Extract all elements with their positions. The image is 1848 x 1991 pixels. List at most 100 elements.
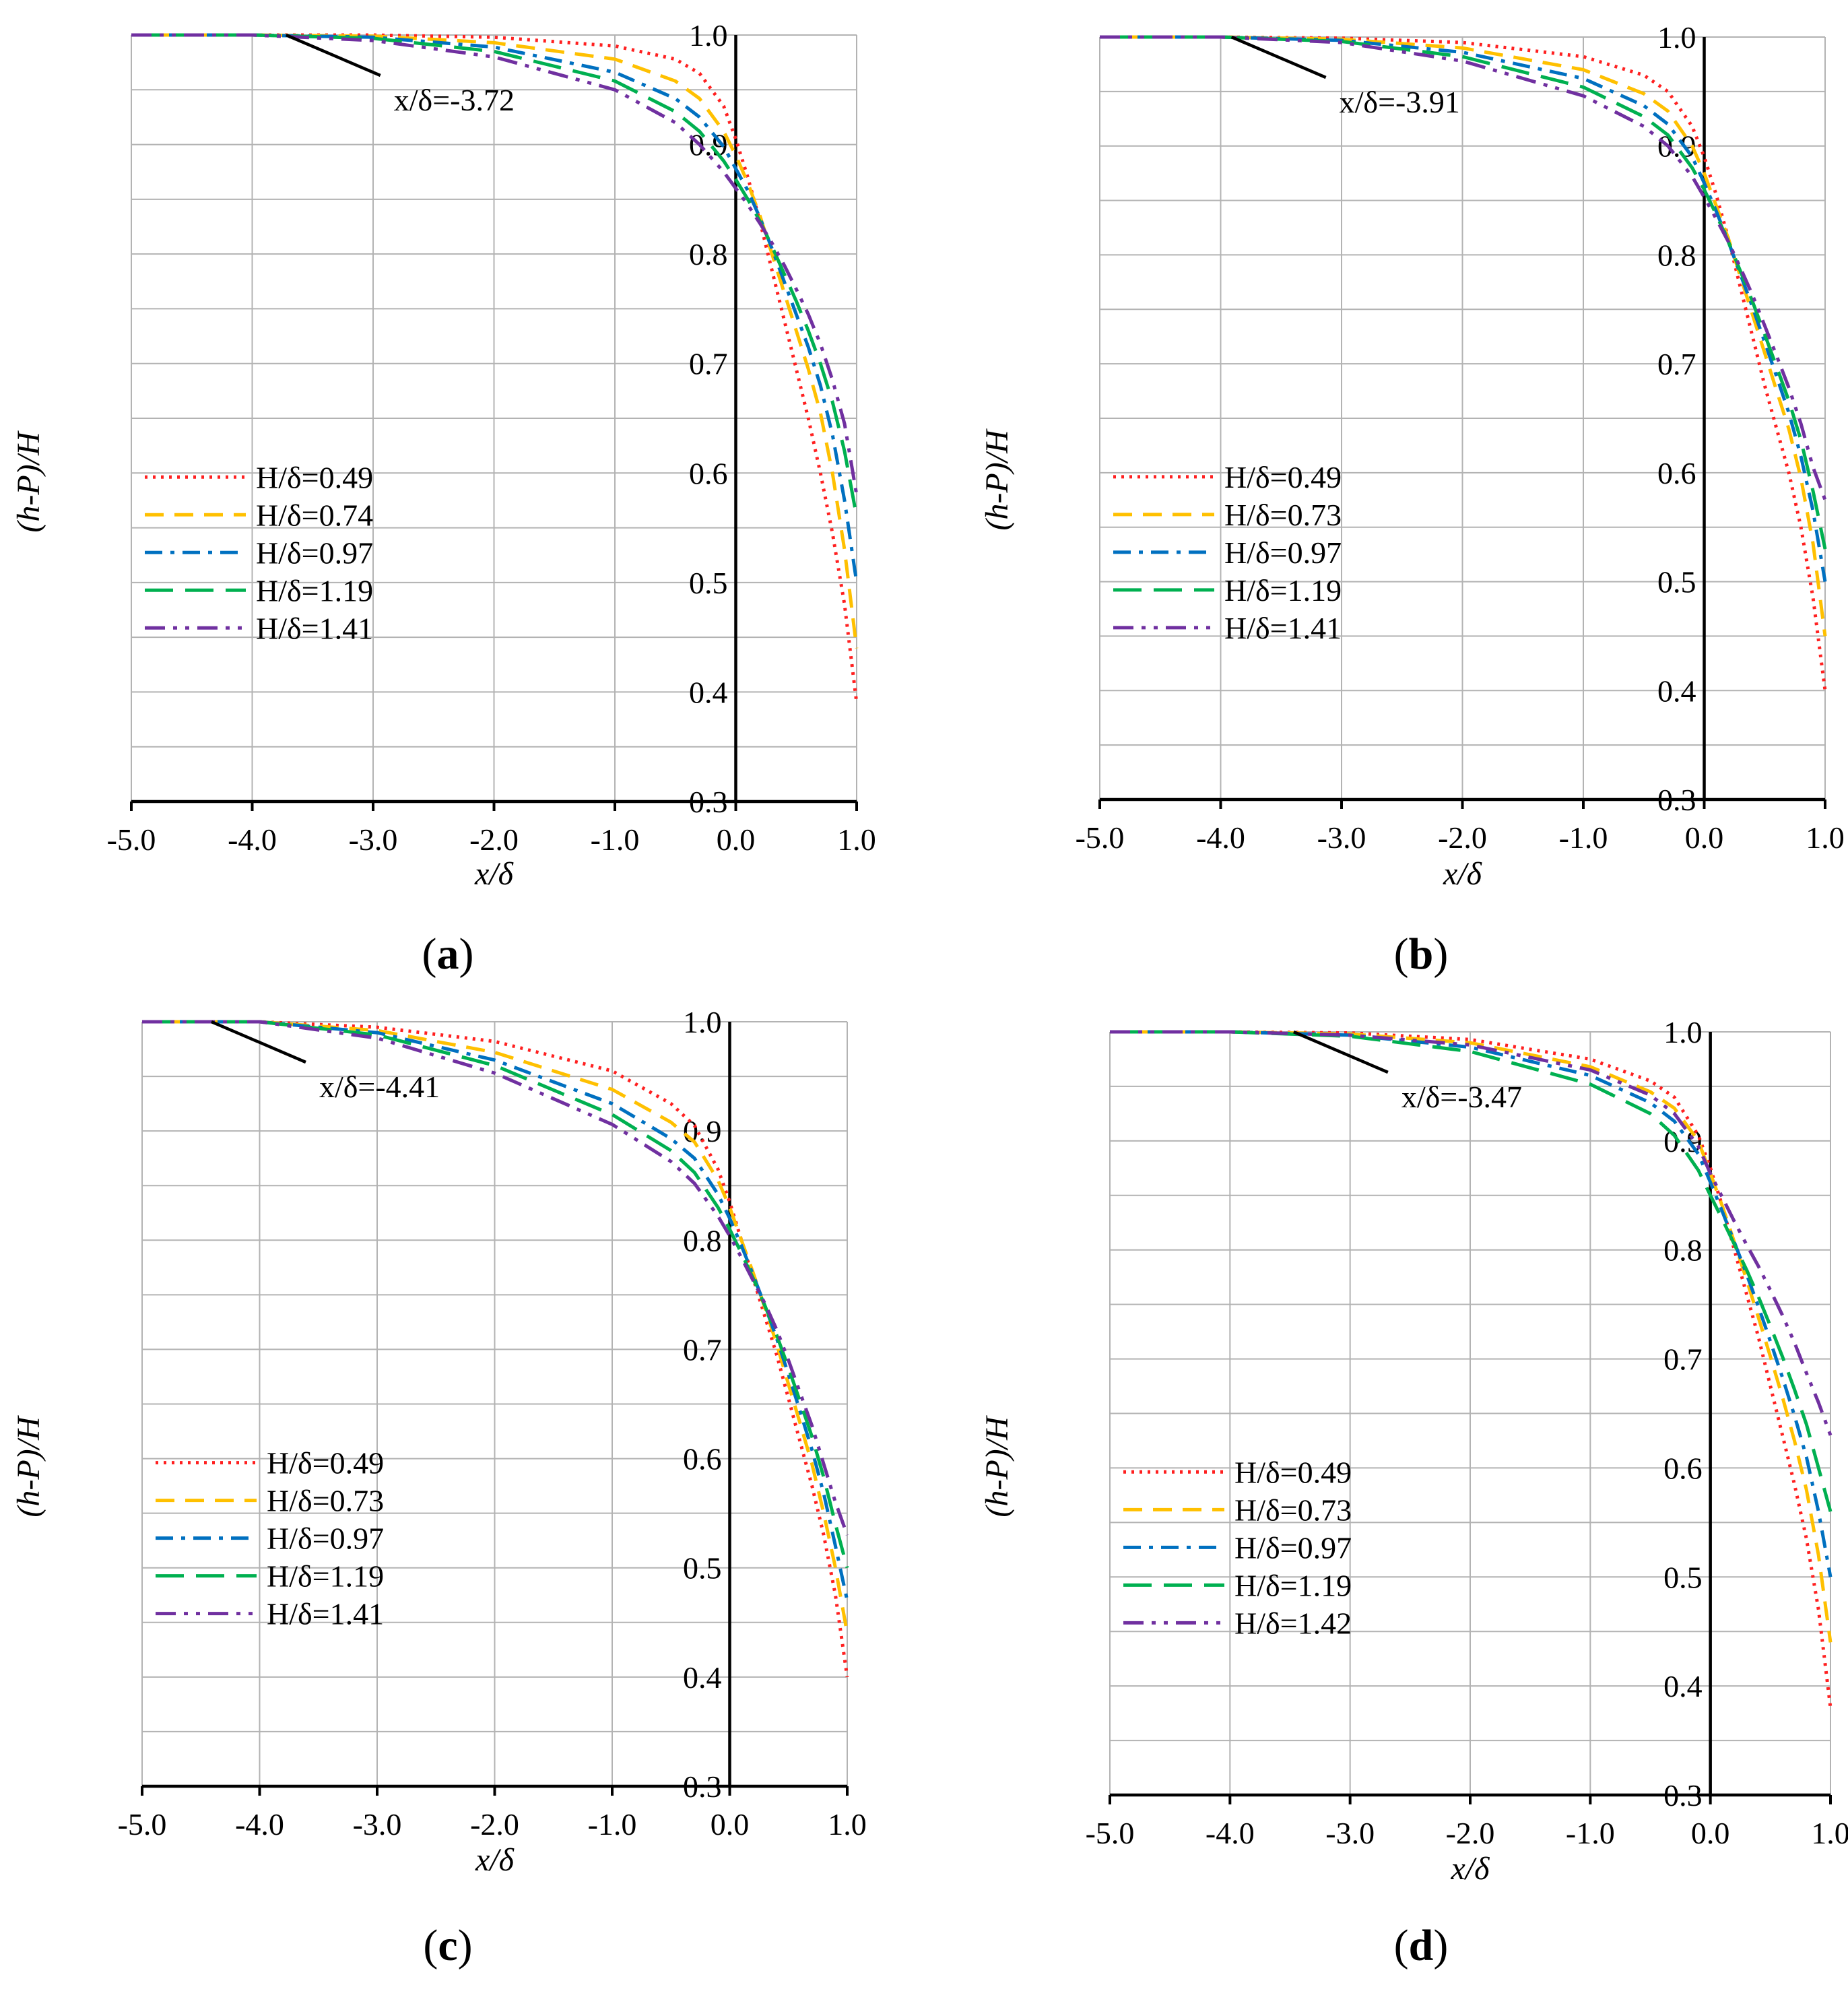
- x-tick-label: -3.0: [1317, 820, 1366, 855]
- x-tick-label: -2.0: [470, 1807, 519, 1841]
- x-tick-label: 0.0: [1691, 1816, 1730, 1850]
- panel-label: (d): [1394, 1921, 1449, 1970]
- x-tick-label: -4.0: [235, 1807, 284, 1841]
- legend-label: H/δ=1.19: [267, 1559, 384, 1594]
- series-line-4: [131, 33, 859, 517]
- series-line-2: [1110, 1030, 1833, 1643]
- legend-label: H/δ=0.73: [267, 1484, 384, 1518]
- series-line-4: [142, 1020, 849, 1569]
- y-tick-label: 0.3: [683, 1769, 722, 1804]
- x-tick-label: 1.0: [828, 1807, 867, 1841]
- y-tick-label: 0.6: [683, 1442, 722, 1476]
- series-line-3: [131, 33, 859, 583]
- x-axis-label: x/δ: [474, 856, 514, 892]
- legend-label: H/δ=0.97: [1234, 1530, 1352, 1565]
- annotation-label: x/δ=-3.91: [1340, 85, 1460, 119]
- x-tick-label: 0.0: [711, 1807, 750, 1841]
- legend-label: H/δ=0.49: [1234, 1455, 1352, 1489]
- y-axis-label: (h-P)/H: [979, 428, 1015, 531]
- annotation-leader-line: [211, 1020, 306, 1064]
- chart-panel-d: -5.0 -4.0 -3.0 -2.0 -1.0 0.0 1.01.00.90.80.70.…: [979, 1015, 1848, 1970]
- chart-panel-c: -5.0 -4.0 -3.0 -2.0 -1.0 0.0 1.0 1.0 0.9 0.8 0.7 0.…: [11, 1005, 867, 1970]
- series-line-5: [1100, 35, 1827, 501]
- y-tick-label: 0.4: [683, 1660, 722, 1695]
- x-axis-label: x/δ: [475, 1842, 515, 1878]
- x-axis-label: x/δ: [1451, 1851, 1490, 1887]
- x-tick-label: 1.0: [837, 822, 876, 857]
- x-tick-label: 0.0: [717, 822, 756, 857]
- x-tick-label: -3.0: [349, 822, 398, 857]
- legend-label: H/δ=1.41: [256, 611, 373, 645]
- legend-label: H/δ=1.42: [1234, 1606, 1352, 1640]
- legend-label: H/δ=0.49: [267, 1446, 384, 1480]
- series-line-2: [131, 33, 859, 649]
- y-tick-label: 0.3: [1657, 783, 1696, 817]
- y-tick-label: 0.9: [683, 1114, 722, 1148]
- y-tick-label: 1.0: [689, 18, 728, 53]
- x-tick-label: -4.0: [1196, 820, 1245, 855]
- x-tick-label: 1.0: [1806, 820, 1845, 855]
- legend-label: H/δ=0.49: [256, 460, 373, 494]
- y-tick-label: 1.0: [1663, 1015, 1703, 1049]
- x-tick-label: -5.0: [1086, 1816, 1135, 1850]
- annotation-leader-line: [1230, 35, 1327, 79]
- x-tick-label: -3.0: [353, 1807, 402, 1841]
- y-tick-label: 0.7: [1657, 347, 1696, 381]
- annotation-label: x/δ=-3.72: [394, 83, 515, 117]
- series-line-3: [1110, 1030, 1833, 1577]
- series-line-2: [142, 1020, 849, 1634]
- y-axis-label: (h-P)/H: [979, 1415, 1015, 1517]
- series-line-1: [131, 33, 859, 704]
- series-line-4: [1100, 35, 1827, 550]
- annotation-label: x/δ=-3.47: [1401, 1080, 1522, 1114]
- legend-label: H/δ=0.73: [1234, 1493, 1352, 1527]
- legend-label: H/δ=0.74: [256, 498, 373, 532]
- annotation-leader-line: [285, 33, 381, 77]
- x-tick-label: -3.0: [1325, 1816, 1375, 1850]
- x-axis-label: x/δ: [1443, 856, 1482, 892]
- y-tick-label: 0.3: [1663, 1778, 1703, 1813]
- x-tick-label: -5.0: [118, 1807, 167, 1841]
- series-line-1: [142, 1020, 849, 1678]
- chart-panel-a: -5.0 -4.0 -3.0 -2.0 -1.0 0.0 1.01.00.90.80.70.…: [11, 18, 876, 979]
- y-tick-label: 0.8: [1657, 238, 1696, 272]
- x-tick-label: -5.0: [107, 822, 156, 857]
- y-tick-label: 0.3: [689, 785, 728, 819]
- chart-panel-b: -5.0 -4.0 -3.0 -2.0 -1.0 0.0 1.0 1.0 0.9 0.8 0.7 0.…: [979, 20, 1845, 979]
- x-tick-label: -2.0: [1438, 820, 1487, 855]
- series-line-3: [1100, 35, 1827, 583]
- series-line-2: [1100, 35, 1827, 637]
- y-tick-label: 0.5: [1657, 565, 1696, 599]
- legend-label: H/δ=1.19: [256, 573, 373, 608]
- series-line-5: [142, 1020, 849, 1536]
- x-tick-label: -1.0: [591, 822, 640, 857]
- panel-label: (c): [423, 1921, 472, 1970]
- x-tick-label: -2.0: [1446, 1816, 1495, 1850]
- legend-label: H/δ=0.97: [1224, 535, 1342, 570]
- legend-label: H/δ=0.97: [267, 1522, 384, 1556]
- series-line-1: [1100, 35, 1827, 691]
- series-line-4: [1110, 1030, 1833, 1512]
- x-tick-label: -1.0: [588, 1807, 637, 1841]
- y-tick-label: 1.0: [683, 1005, 722, 1039]
- y-tick-label: 0.6: [1663, 1451, 1703, 1485]
- legend-label: H/δ=0.49: [1224, 460, 1342, 494]
- legend-label: H/δ=0.97: [256, 535, 373, 570]
- annotation-leader-line: [1292, 1030, 1389, 1074]
- panel-label: (a): [422, 929, 474, 979]
- y-tick-label: 0.7: [689, 347, 728, 381]
- series-line-3: [142, 1020, 849, 1601]
- y-tick-label: 1.0: [1657, 20, 1696, 55]
- panel-label: (b): [1394, 929, 1449, 979]
- x-tick-label: -1.0: [1566, 1816, 1615, 1850]
- x-tick-label: -4.0: [1206, 1816, 1255, 1850]
- x-tick-label: -5.0: [1076, 820, 1125, 855]
- y-tick-label: 0.7: [1663, 1342, 1703, 1377]
- y-tick-label: 0.8: [683, 1223, 722, 1258]
- legend-label: H/δ=1.19: [1234, 1568, 1352, 1602]
- y-axis-label: (h-P)/H: [11, 430, 46, 533]
- y-tick-label: 0.5: [1663, 1560, 1703, 1594]
- y-tick-label: 0.4: [1657, 674, 1696, 708]
- y-tick-label: 0.9: [1657, 129, 1696, 164]
